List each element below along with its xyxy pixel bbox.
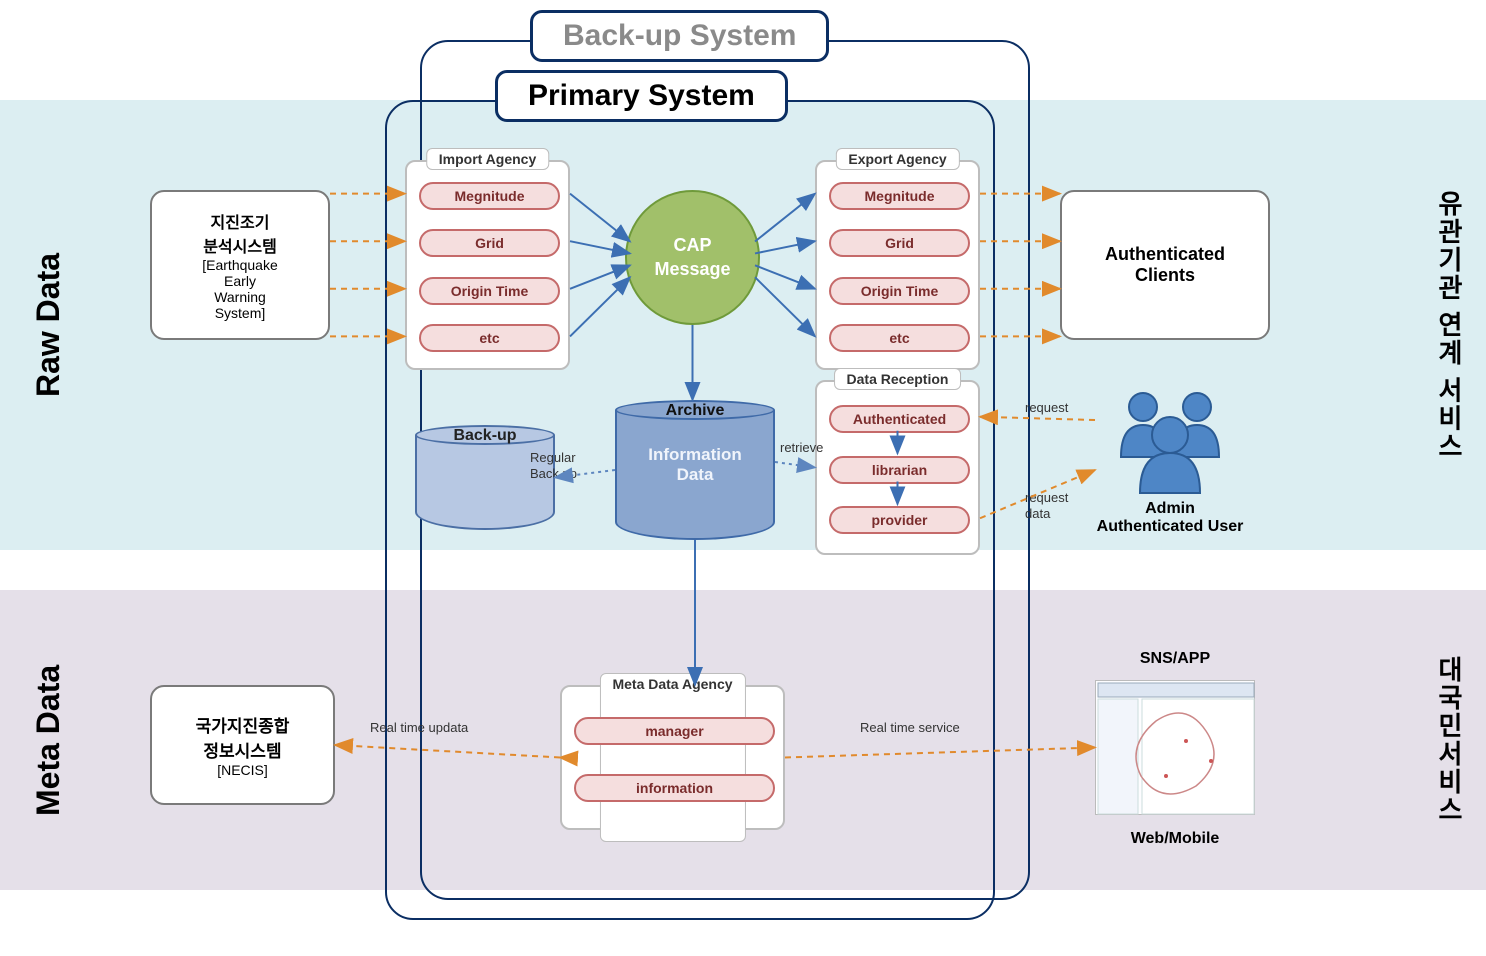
node-line: 지진조기 bbox=[211, 209, 270, 233]
pill-grid: Grid bbox=[829, 229, 970, 257]
node-line: [NECIS] bbox=[217, 762, 268, 778]
agency-import: Import AgencyMegnitudeGridOrigin Timeetc bbox=[405, 160, 570, 370]
edge-label-request-data: requestdata bbox=[1025, 490, 1068, 521]
node-line: 분석시스템 bbox=[203, 233, 277, 257]
side-label-raw: Raw Data bbox=[30, 160, 67, 490]
node-line: Clients bbox=[1135, 265, 1195, 286]
agency-export-title: Export Agency bbox=[835, 148, 959, 170]
node-line: 정보시스템 bbox=[203, 737, 281, 762]
node-eew: 지진조기분석시스템[EarthquakeEarlyWarningSystem] bbox=[150, 190, 330, 340]
pill-authenticated: Authenticated bbox=[829, 405, 970, 433]
pill-megnitude: Megnitude bbox=[419, 182, 560, 210]
primary-system-title: Primary System bbox=[495, 70, 788, 122]
node-line: System] bbox=[215, 305, 266, 321]
agency-meta-title: Meta Data Agency bbox=[599, 673, 745, 842]
node-auth-clients: AuthenticatedClients bbox=[1060, 190, 1270, 340]
cap-message-node: CAPMessage bbox=[625, 190, 760, 325]
edge-label-rt-update: Real time updata bbox=[370, 720, 468, 735]
agency-reception-title: Data Reception bbox=[834, 368, 962, 390]
agency-import-title: Import Agency bbox=[426, 148, 550, 170]
agency-reception: Data ReceptionAuthenticatedlibrarianprov… bbox=[815, 380, 980, 555]
sns-sub: Web/Mobile bbox=[1095, 830, 1255, 848]
edge-label-regular-backup: RegularBack up bbox=[530, 450, 600, 481]
pill-grid: Grid bbox=[419, 229, 560, 257]
admin-users-label: AdminAuthenticated User bbox=[1060, 500, 1280, 536]
pill-etc: etc bbox=[419, 324, 560, 352]
edge-label-rt-service: Real time service bbox=[860, 720, 960, 735]
agency-export: Export AgencyMegnitudeGridOrigin Timeetc bbox=[815, 160, 980, 370]
edge-label-request: request bbox=[1025, 400, 1068, 415]
node-line: Authenticated bbox=[1105, 244, 1225, 265]
admin-users-icon bbox=[1095, 385, 1245, 495]
edge-label-retrieve: retrieve bbox=[780, 440, 823, 455]
node-line: Early bbox=[224, 273, 256, 289]
pill-megnitude: Megnitude bbox=[829, 182, 970, 210]
node-line: 국가지진종합 bbox=[196, 712, 290, 737]
pill-librarian: librarian bbox=[829, 456, 970, 484]
side-label-right-top: 유관기관 연계 서비스 bbox=[1431, 155, 1468, 495]
sns-title: SNS/APP bbox=[1095, 650, 1255, 668]
cylinder-archive-sub: InformationData bbox=[615, 445, 775, 485]
backup-system-title: Back-up System bbox=[530, 10, 829, 62]
sns-app-thumbnail bbox=[1095, 680, 1255, 815]
node-necis: 국가지진종합정보시스템[NECIS] bbox=[150, 685, 335, 805]
pill-manager: manager bbox=[574, 717, 775, 745]
agency-meta: Meta Data Agencymanagerinformation bbox=[560, 685, 785, 830]
pill-origin-time: Origin Time bbox=[419, 277, 560, 305]
pill-provider: provider bbox=[829, 506, 970, 534]
cylinder-archive: Archive InformationData bbox=[615, 400, 775, 540]
side-label-right-bottom: 대국민서비스 bbox=[1431, 630, 1468, 850]
pill-origin-time: Origin Time bbox=[829, 277, 970, 305]
cylinder-archive-title: Archive bbox=[615, 402, 775, 420]
node-line: [Earthquake bbox=[202, 257, 278, 273]
side-label-meta: Meta Data bbox=[30, 620, 67, 860]
pill-information: information bbox=[574, 774, 775, 802]
cylinder-backup-label: Back-up bbox=[415, 427, 555, 445]
pill-etc: etc bbox=[829, 324, 970, 352]
node-line: Warning bbox=[214, 289, 266, 305]
